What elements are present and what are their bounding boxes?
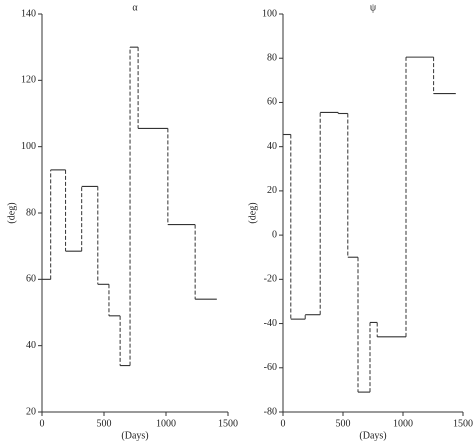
y-tick-label: -80 — [264, 406, 277, 417]
y-tick-label: 40 — [26, 340, 36, 351]
y-tick-label: 80 — [26, 207, 36, 218]
x-tick-label: 1000 — [156, 418, 176, 429]
y-tick-label: 60 — [267, 97, 277, 108]
y-tick-label: -40 — [264, 318, 277, 329]
y-tick-label: 100 — [21, 141, 36, 152]
y-tick-label: 60 — [26, 274, 36, 285]
y-tick-label: 40 — [267, 141, 277, 152]
chart-title: ψ — [370, 2, 377, 13]
y-tick-label: 80 — [267, 53, 277, 64]
y-tick-label: 0 — [272, 229, 277, 240]
x-tick-label: 0 — [281, 418, 286, 429]
x-tick-label: 0 — [40, 418, 45, 429]
y-tick-label: 100 — [262, 8, 277, 19]
x-tick-label: 1500 — [453, 418, 473, 429]
x-tick-label: 500 — [336, 418, 351, 429]
chart-title: α — [132, 2, 138, 13]
x-axis-label: (Days) — [121, 430, 148, 441]
x-axis-label: (Days) — [359, 430, 386, 441]
y-tick-label: 20 — [26, 406, 36, 417]
y-axis-label: (deg) — [247, 202, 258, 223]
y-tick-label: 120 — [21, 75, 36, 86]
y-tick-label: -60 — [264, 362, 277, 373]
y-tick-label: -20 — [264, 274, 277, 285]
y-tick-label: 20 — [267, 185, 277, 196]
x-tick-label: 1000 — [393, 418, 413, 429]
y-axis-label: (deg) — [6, 202, 17, 223]
y-tick-label: 140 — [21, 8, 36, 19]
x-tick-label: 500 — [97, 418, 112, 429]
x-tick-label: 1500 — [218, 418, 238, 429]
